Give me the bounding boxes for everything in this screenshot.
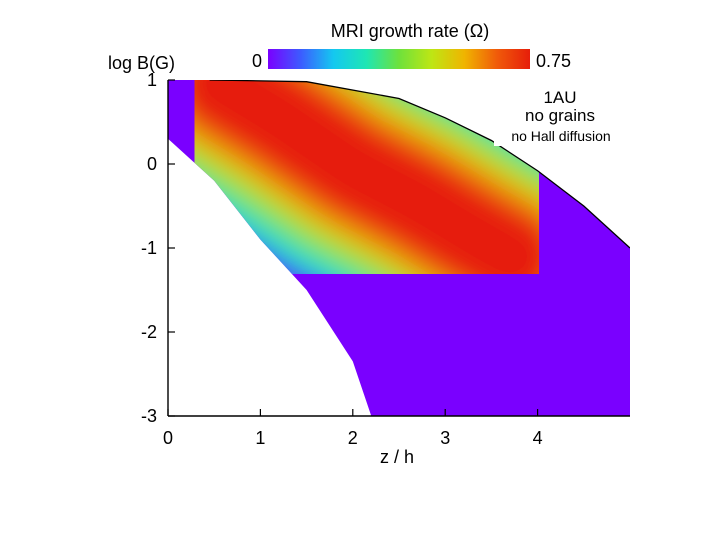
x-tick-label: 1 — [255, 428, 265, 448]
colorbar-min-label: 0 — [252, 51, 262, 71]
y-tick-label: -1 — [141, 238, 157, 258]
x-tick-label: 0 — [163, 428, 173, 448]
annotation-box — [494, 125, 628, 146]
x-axis-label: z / h — [380, 447, 414, 467]
y-tick-label: -3 — [141, 406, 157, 426]
colorbar-bar — [268, 49, 530, 69]
annotation-location: 1AU — [543, 88, 576, 107]
colorbar-max-label: 0.75 — [536, 51, 571, 71]
annotation-grains: no grains — [525, 106, 595, 125]
heatmap-band — [178, 80, 555, 302]
heatmap-plot-area — [168, 80, 630, 416]
x-tick-label: 2 — [348, 428, 358, 448]
axes: 0 1 2 3 4 1 0 -1 -2 -3 — [141, 70, 630, 448]
y-tick-label: 1 — [147, 70, 157, 90]
x-tick-label: 3 — [440, 428, 450, 448]
y-tick-label: 0 — [147, 154, 157, 174]
annotation-hall: no Hall diffusion — [511, 128, 610, 144]
y-axis-label: log B(G) — [108, 53, 175, 73]
colorbar: 0 0.75 — [252, 49, 571, 71]
chart-title: MRI growth rate (Ω) — [331, 21, 489, 41]
active-region-boundary-line — [209, 80, 630, 249]
x-tick-label: 4 — [533, 428, 543, 448]
y-tick-label: -2 — [141, 322, 157, 342]
